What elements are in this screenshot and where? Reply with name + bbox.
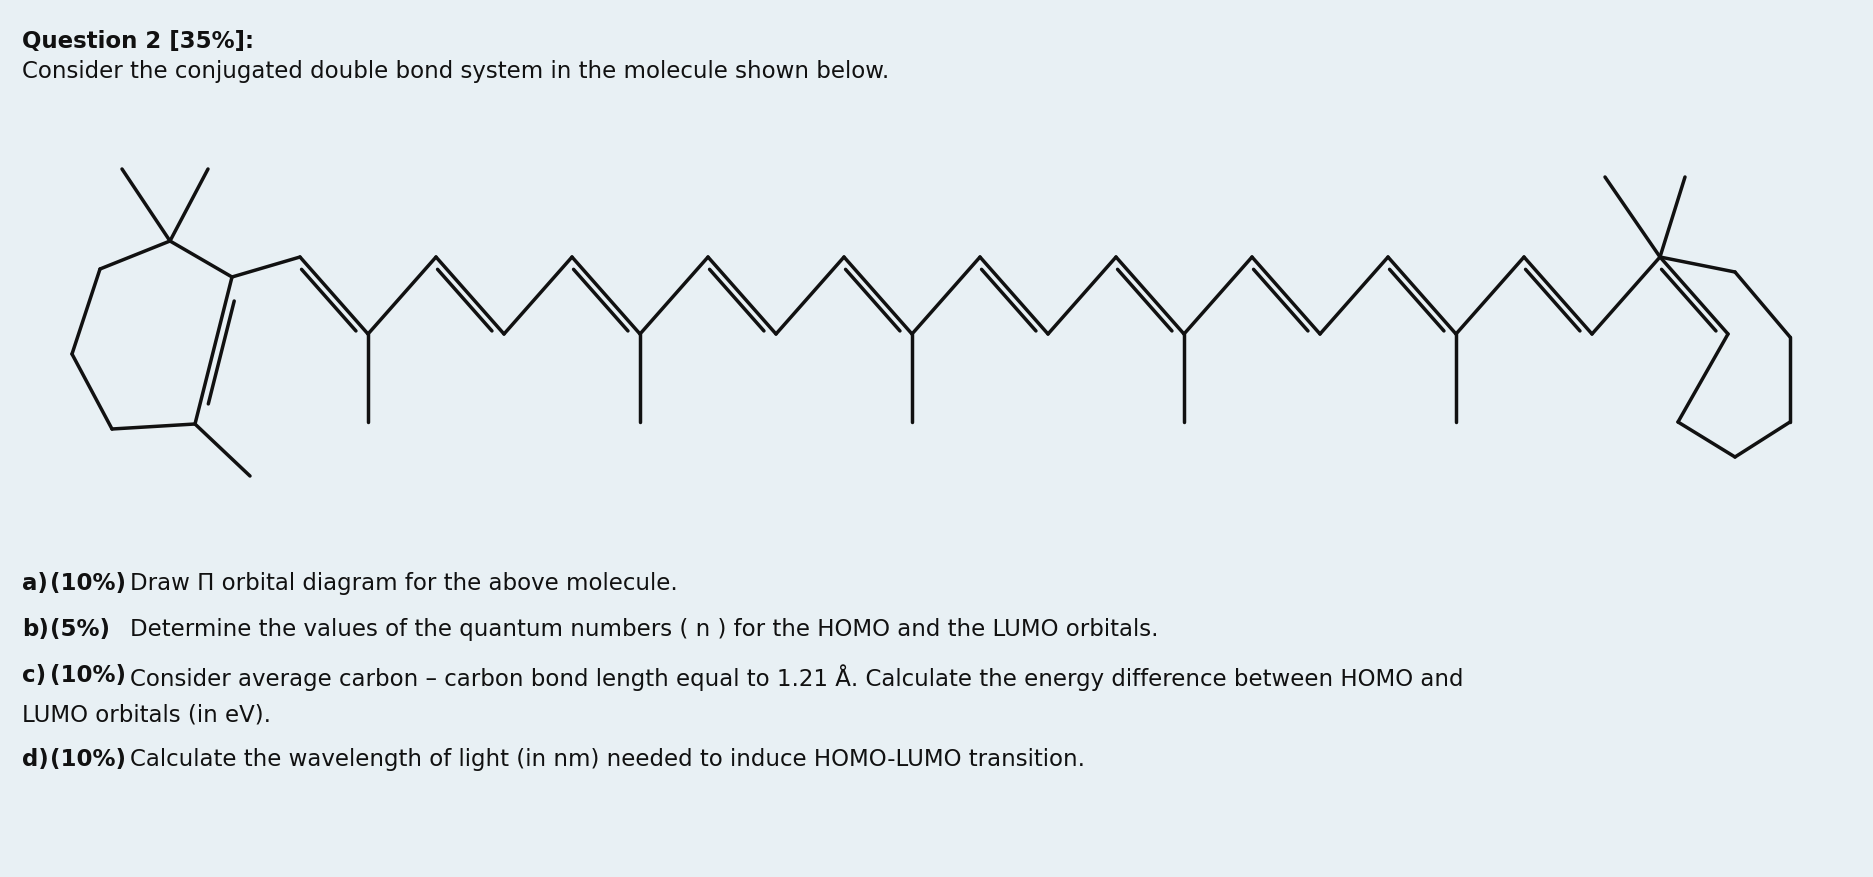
Text: Draw Π orbital diagram for the above molecule.: Draw Π orbital diagram for the above mol…: [129, 571, 678, 595]
Text: a): a): [22, 571, 49, 595]
Text: Consider the conjugated double bond system in the molecule shown below.: Consider the conjugated double bond syst…: [22, 60, 890, 83]
Text: (10%): (10%): [51, 571, 125, 595]
Text: (10%): (10%): [51, 747, 125, 770]
Text: b): b): [22, 617, 49, 640]
Text: LUMO orbitals (in eV).: LUMO orbitals (in eV).: [22, 703, 272, 726]
Text: Calculate the wavelength of light (in nm) needed to induce HOMO-LUMO transition.: Calculate the wavelength of light (in nm…: [129, 747, 1084, 770]
Text: (10%): (10%): [51, 663, 125, 686]
Text: (5%): (5%): [51, 617, 111, 640]
Text: d): d): [22, 747, 49, 770]
Text: Question 2 [35%]:: Question 2 [35%]:: [22, 30, 255, 53]
Text: Consider average carbon – carbon bond length equal to 1.21 Å. Calculate the ener: Consider average carbon – carbon bond le…: [129, 663, 1463, 690]
Text: c): c): [22, 663, 47, 686]
Text: Determine the values of the quantum numbers ( n ) for the HOMO and the LUMO orbi: Determine the values of the quantum numb…: [129, 617, 1158, 640]
